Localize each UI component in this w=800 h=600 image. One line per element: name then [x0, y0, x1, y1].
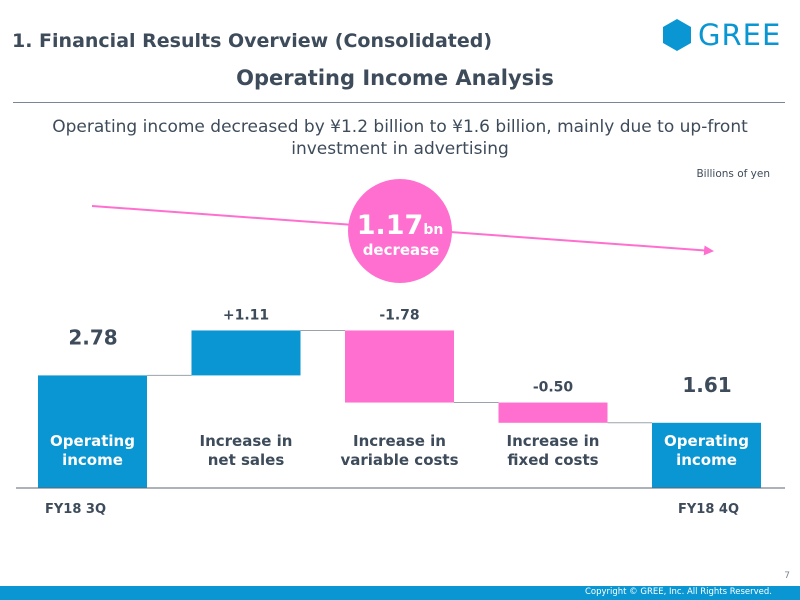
- callout-label: decrease: [363, 241, 440, 259]
- callout-value-text: 1.17bn: [357, 210, 444, 241]
- copyright-text: Copyright © GREE, Inc. All Rights Reserv…: [584, 587, 772, 597]
- category-label-line: net sales: [208, 451, 285, 469]
- category-label-1: Operating income: [50, 432, 135, 469]
- data-label-2: +1.11: [223, 307, 269, 323]
- category-label-2: Increase in net sales: [200, 432, 293, 469]
- period-label-5: FY18 4Q: [678, 502, 739, 517]
- logo-text: GREE: [698, 18, 782, 52]
- page-number: 7: [784, 571, 790, 581]
- change-callout: 1.17bn decrease: [348, 179, 452, 283]
- category-label-line: fixed costs: [507, 451, 598, 469]
- category-label-line: Increase in: [200, 432, 293, 450]
- hexagon-logo-icon: [663, 19, 691, 51]
- category-label-line: income: [62, 451, 123, 469]
- callout-suffix: bn: [423, 222, 443, 238]
- callout-circle: [348, 179, 452, 283]
- bar-4: [498, 402, 608, 423]
- category-label-line: Increase in: [507, 432, 600, 450]
- footer-bar: Copyright © GREE, Inc. All Rights Reserv…: [0, 586, 800, 600]
- period-label-1: FY18 3Q: [45, 502, 106, 517]
- data-label-3: -1.78: [379, 307, 419, 323]
- category-label-line: Operating: [664, 432, 749, 450]
- data-label-1: 2.78: [68, 325, 117, 349]
- slide-title: Operating Income Analysis: [236, 66, 554, 90]
- gree-logo: GREE: [662, 18, 781, 52]
- bar-5: [652, 422, 761, 488]
- data-label-4: -0.50: [533, 380, 574, 396]
- callout-value: 1.17: [357, 210, 424, 241]
- summary-text: Operating income decreased by ¥1.2 billi…: [52, 117, 748, 159]
- data-label-5: 1.61: [682, 373, 731, 397]
- category-label-line: income: [676, 451, 737, 469]
- bar-2: [191, 330, 301, 376]
- category-label-line: variable costs: [340, 451, 458, 469]
- bar-1: [38, 375, 147, 488]
- title-divider: [13, 102, 785, 103]
- category-label-line: Operating: [50, 432, 135, 450]
- unit-label: Billions of yen: [696, 168, 770, 180]
- bar-3: [345, 330, 454, 403]
- category-label-3: Increase in variable costs: [340, 432, 458, 469]
- category-label-5: Operating income: [664, 432, 749, 469]
- section-title: 1. Financial Results Overview (Consolida…: [12, 30, 493, 52]
- category-label-4: Increase in fixed costs: [507, 432, 600, 469]
- category-label-line: Increase in: [353, 432, 446, 450]
